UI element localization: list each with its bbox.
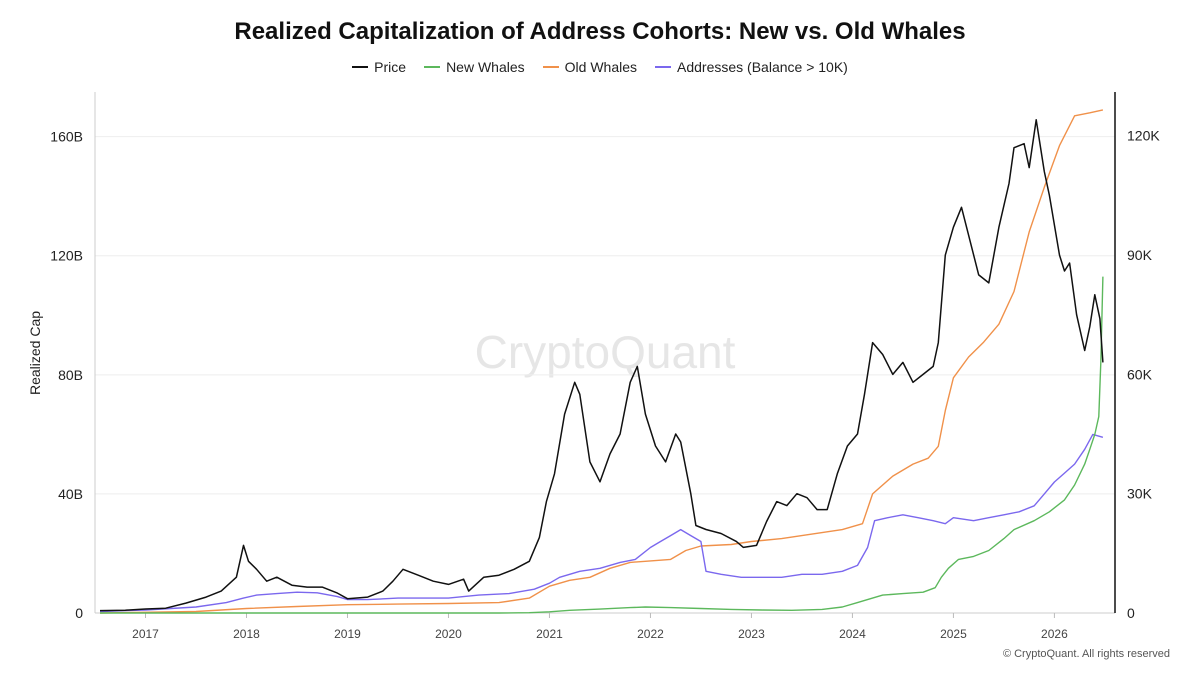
legend-swatch-addresses bbox=[655, 66, 672, 68]
legend-item-price[interactable]: Price bbox=[352, 59, 406, 75]
copyright-notice: © CryptoQuant. All rights reserved bbox=[1002, 648, 1170, 660]
x-tick-label: 2020 bbox=[435, 627, 462, 641]
watermark: CryptoQuant bbox=[475, 326, 736, 378]
x-tick-label: 2018 bbox=[233, 627, 260, 641]
y-axis-label: Realized Cap bbox=[27, 311, 43, 395]
y-tick-label: 40B bbox=[58, 486, 83, 502]
y2-tick-label: 30K bbox=[1127, 486, 1153, 502]
x-tick-label: 2025 bbox=[940, 627, 967, 641]
legend-item-old-whales[interactable]: Old Whales bbox=[542, 59, 638, 75]
y2-tick-label: 60K bbox=[1127, 366, 1153, 382]
legend-item-addresses[interactable]: Addresses (Balance > 10K) bbox=[655, 59, 848, 75]
legend-label-new-whales: New Whales bbox=[446, 59, 525, 75]
legend-swatch-new-whales bbox=[424, 66, 441, 68]
y2-tick-label: 90K bbox=[1127, 247, 1153, 263]
x-tick-label: 2023 bbox=[738, 627, 765, 641]
series-lines bbox=[99, 109, 1104, 614]
y-tick-label: 0 bbox=[75, 605, 83, 621]
legend-label-old-whales: Old Whales bbox=[564, 59, 638, 75]
chart-title: Realized Capitalization of Address Cohor… bbox=[234, 18, 966, 45]
x-tick-label: 2021 bbox=[536, 627, 563, 641]
legend-swatch-old-whales bbox=[542, 66, 559, 68]
series-line-old-whales bbox=[99, 109, 1104, 614]
x-tick-label: 2017 bbox=[132, 627, 159, 641]
grid-lines bbox=[95, 136, 1115, 495]
x-tick-label: 2022 bbox=[637, 627, 664, 641]
legend: Price New Whales Old Whales Addresses (B… bbox=[0, 59, 1200, 75]
legend-swatch-price bbox=[352, 66, 369, 68]
y2-tick-label: 0 bbox=[1127, 605, 1135, 621]
legend-item-new-whales[interactable]: New Whales bbox=[424, 59, 525, 75]
series-line-addresses-balance-10k bbox=[99, 433, 1104, 613]
series-line-new-whales bbox=[100, 276, 1104, 614]
legend-label-addresses: Addresses (Balance > 10K) bbox=[677, 59, 848, 75]
legend-label-price: Price bbox=[374, 59, 407, 75]
x-tick-label: 2026 bbox=[1041, 627, 1068, 641]
y-tick-label: 80B bbox=[58, 367, 83, 383]
y-tick-label: 160B bbox=[50, 129, 83, 145]
x-tick-label: 2019 bbox=[334, 627, 361, 641]
x-tick-label: 2024 bbox=[839, 627, 866, 641]
y-tick-label: 120B bbox=[50, 248, 83, 264]
series-line-price bbox=[99, 119, 1104, 612]
y2-tick-label: 120K bbox=[1127, 128, 1160, 144]
